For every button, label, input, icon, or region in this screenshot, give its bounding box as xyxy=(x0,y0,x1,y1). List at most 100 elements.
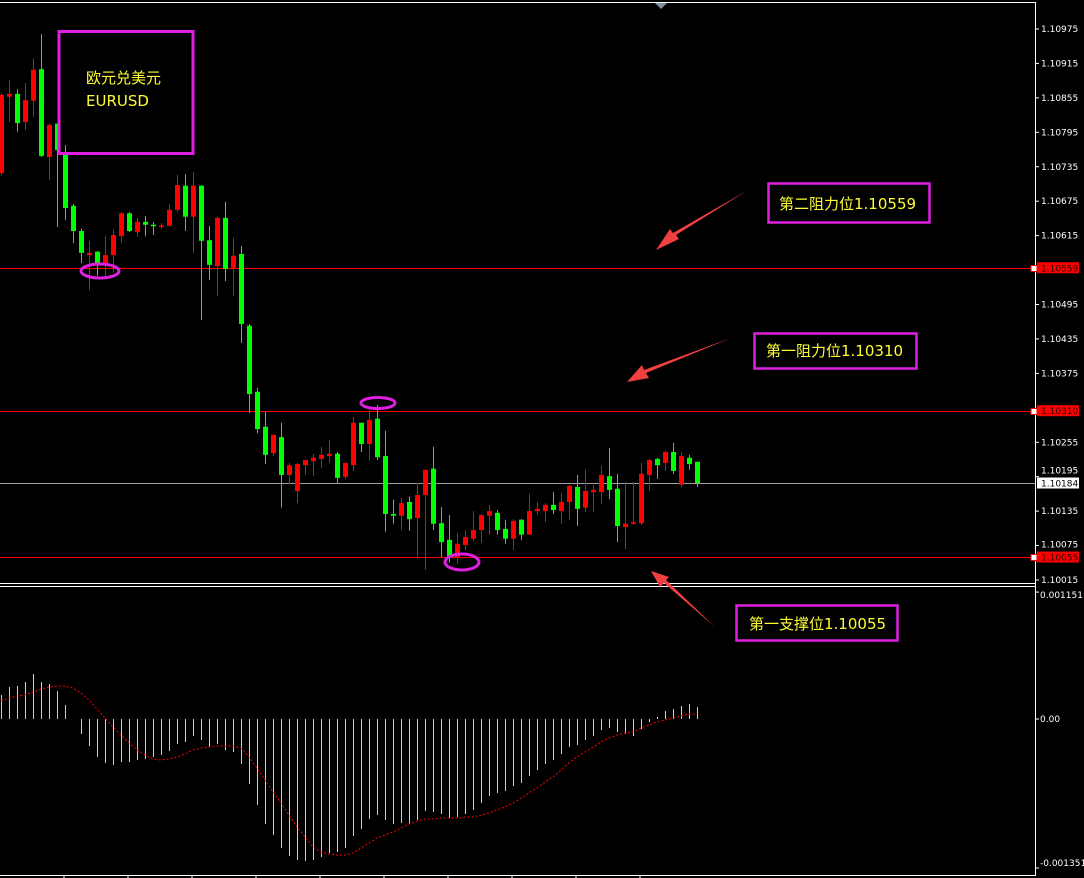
candle-body xyxy=(255,391,260,430)
annotation-label: 第一支撑位1.10055 xyxy=(749,615,886,633)
level-line-handle xyxy=(1030,554,1038,561)
candle-bearish xyxy=(63,144,68,221)
candle-body xyxy=(135,221,140,233)
candle-bullish xyxy=(7,80,12,122)
candle-body xyxy=(591,489,596,493)
candle-body xyxy=(111,235,116,256)
candle-body xyxy=(663,452,668,463)
highlight-ellipse xyxy=(359,396,397,410)
candle-bullish xyxy=(455,532,460,564)
annotation-resistance-2: 第二阻力位1.10559 xyxy=(656,182,931,250)
price-tick-label: 1.10075 xyxy=(1041,541,1078,551)
candle-bullish xyxy=(567,484,572,520)
candle-bullish xyxy=(159,222,164,229)
chart-shift-marker-icon[interactable] xyxy=(655,3,667,9)
candle-bullish xyxy=(423,469,428,570)
candle-body xyxy=(671,452,676,471)
arrow-icon xyxy=(651,571,715,627)
candle-bullish xyxy=(351,416,356,471)
candle-bullish xyxy=(47,123,52,180)
candle-bullish xyxy=(543,503,548,523)
candle-body xyxy=(311,457,316,462)
candle-body xyxy=(559,501,564,512)
candle-body xyxy=(479,515,484,531)
candle-bearish xyxy=(255,387,260,434)
candle-body xyxy=(279,437,284,475)
candle-bearish xyxy=(519,519,524,540)
candle-body xyxy=(423,469,428,496)
candle-body xyxy=(335,453,340,478)
candle-bearish xyxy=(71,204,76,244)
candle-bullish xyxy=(191,171,196,253)
annotation-label: 第一阻力位1.10310 xyxy=(766,342,903,360)
candle-body xyxy=(71,205,76,232)
candle-bullish xyxy=(311,453,316,477)
candle-bullish xyxy=(559,492,564,524)
candle-body xyxy=(215,217,220,267)
candle-bearish xyxy=(263,411,268,465)
price-tags: 1.10559 1.10310 1.10184 1.10055 xyxy=(1037,262,1079,564)
candle-body xyxy=(351,422,356,466)
candle-body xyxy=(15,93,20,124)
candle-body xyxy=(495,512,500,531)
candle-body xyxy=(631,522,636,524)
candle-body xyxy=(95,251,100,264)
symbol-box: 欧元兑美元 EURUSD xyxy=(57,30,195,155)
price-tag xyxy=(1037,551,1079,563)
candle-body xyxy=(383,456,388,514)
candle-bullish xyxy=(479,513,484,543)
candle-body xyxy=(583,491,588,508)
chart-frame xyxy=(0,2,1036,876)
arrow-icon xyxy=(656,190,748,250)
candle-bullish xyxy=(631,481,636,525)
candle-bearish xyxy=(607,447,612,500)
highlight-ellipse xyxy=(79,262,121,280)
candle-body xyxy=(223,217,228,269)
candle-bearish xyxy=(391,499,396,524)
candle-bearish xyxy=(223,201,228,281)
candle-body xyxy=(319,454,324,459)
candle-body xyxy=(231,255,236,269)
candle-bearish xyxy=(447,515,452,563)
candle-body xyxy=(63,154,68,209)
candle-bearish xyxy=(551,492,556,514)
price-tag-label: 1.10310 xyxy=(1041,407,1078,417)
price-tick-label: 1.10795 xyxy=(1041,128,1078,138)
candle-bullish xyxy=(31,58,36,117)
candle-bullish xyxy=(535,501,540,516)
candle-body xyxy=(359,422,364,444)
annotation-support-1: 第一支撑位1.10055 xyxy=(651,571,899,642)
candle-body xyxy=(7,93,12,97)
candle-body xyxy=(463,536,468,545)
candle-body xyxy=(511,520,516,539)
candle-body xyxy=(551,504,556,510)
candle-body xyxy=(271,434,276,454)
candle-body xyxy=(535,508,540,512)
candle-bearish xyxy=(143,216,148,237)
candle-body xyxy=(399,503,404,516)
candle-body xyxy=(79,231,84,253)
candle-bearish xyxy=(335,452,340,484)
candle-body xyxy=(191,185,196,217)
level-line-handle xyxy=(1030,265,1038,272)
candle-body xyxy=(623,523,628,528)
candle-body xyxy=(151,224,156,227)
candle-bullish xyxy=(103,236,108,279)
candle-bullish xyxy=(135,217,140,237)
candle-bearish xyxy=(687,454,692,470)
price-tick-label: 1.10915 xyxy=(1041,59,1078,69)
candle-bullish xyxy=(527,493,532,535)
candle-bullish xyxy=(343,462,348,479)
candle-bullish xyxy=(303,460,308,475)
arrow-icon xyxy=(627,338,731,382)
price-tick-label: 1.10675 xyxy=(1041,197,1078,207)
candle-bearish xyxy=(655,457,660,479)
candle-bearish xyxy=(127,212,132,233)
candle-bearish xyxy=(39,34,44,157)
candle-body xyxy=(503,528,508,539)
candle-body xyxy=(415,495,420,519)
candle-body xyxy=(695,461,700,484)
candle-bullish xyxy=(487,504,492,535)
